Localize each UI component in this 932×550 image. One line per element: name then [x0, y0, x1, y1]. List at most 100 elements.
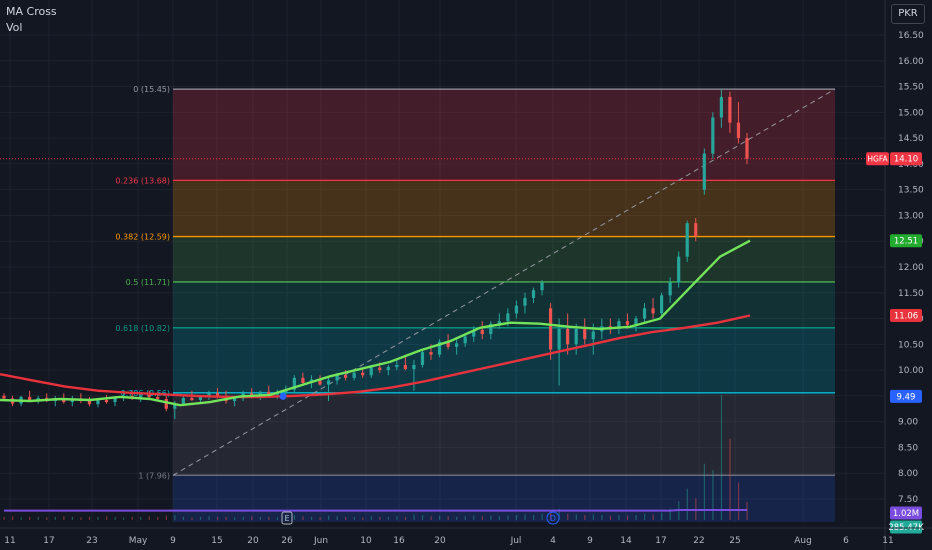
volume-bar: [310, 516, 313, 520]
candle-body: [198, 396, 203, 401]
volume-bar: [618, 515, 620, 520]
ma-slow-line: [0, 314, 751, 399]
volume-bar: [37, 516, 39, 520]
volume-bar: [259, 516, 261, 520]
x-tick-label: May: [129, 536, 148, 546]
event-label: D: [550, 514, 556, 523]
candle-body: [566, 328, 570, 345]
volume-bar: [114, 516, 116, 520]
candle-body: [472, 329, 476, 337]
volume-bar: [686, 488, 688, 520]
volume-bar: [97, 516, 99, 520]
fib-label: 0 (15.45): [133, 85, 170, 94]
volume-bar: [515, 515, 518, 520]
y-tick-label: 9.00: [898, 418, 918, 428]
y-tick-label: 10.00: [898, 366, 924, 376]
candle-body: [190, 397, 194, 401]
candle-body: [412, 364, 416, 370]
volume-bar: [80, 517, 82, 520]
candle-body: [437, 341, 442, 355]
volume-bar: [174, 515, 176, 520]
candle-body: [634, 318, 638, 325]
candle-body: [489, 323, 493, 335]
legend-volume[interactable]: Vol: [6, 21, 23, 34]
candle-body: [403, 364, 407, 370]
volume-bar: [584, 515, 586, 520]
candle-body: [378, 367, 382, 371]
candle-body: [506, 313, 510, 322]
volume-bar: [456, 516, 458, 520]
candle-body: [591, 331, 595, 340]
volume-bar: [251, 516, 253, 520]
volume-bar: [669, 508, 671, 520]
fib-zone: [173, 180, 835, 237]
volume-ma-line: [4, 509, 747, 512]
x-tick-label: Jun: [313, 536, 328, 546]
currency-button[interactable]: PKR: [891, 4, 925, 24]
symbol-tag-box: [866, 152, 889, 166]
volume-bar: [404, 516, 407, 520]
fib-zone: [173, 392, 835, 476]
candle-body: [711, 117, 715, 154]
volume-bar: [182, 516, 185, 520]
x-tick-label: 11: [4, 536, 15, 546]
y-tick-label: 10.50: [898, 340, 924, 350]
volume-bar: [71, 516, 74, 520]
y-tick-label: 12.00: [898, 263, 924, 273]
x-tick-label: 11: [882, 536, 893, 546]
legend-study[interactable]: MA Cross: [6, 5, 57, 18]
x-tick-label: 6: [843, 536, 849, 546]
price-label-box: [890, 234, 922, 248]
candle-body: [531, 290, 536, 298]
candle-body: [318, 379, 322, 385]
x-tick-label: Jul: [510, 536, 522, 546]
symbol-tag: HGFA: [867, 155, 888, 164]
x-tick-label: 17: [655, 536, 666, 546]
candle-body: [113, 397, 117, 403]
candle-body: [104, 400, 109, 403]
fib-label: 0.236 (13.68): [115, 176, 170, 185]
candle-body: [677, 256, 681, 283]
volume-bar: [746, 501, 748, 520]
volume-bar: [703, 463, 705, 520]
candle-body: [352, 372, 356, 378]
candle-body: [480, 329, 484, 335]
volume-bar: [157, 516, 159, 520]
event-label: E: [284, 514, 289, 523]
volume-bar: [737, 482, 740, 520]
volume-bar: [430, 516, 432, 520]
ma-cross-marker: [279, 392, 287, 400]
volume-bar: [439, 515, 441, 520]
volume-bar: [46, 517, 48, 520]
candle-body: [702, 153, 706, 190]
candle-body: [386, 367, 390, 371]
fib-label: 0.5 (11.71): [126, 278, 170, 287]
x-tick-label: 17: [43, 536, 54, 546]
volume-bar: [88, 516, 91, 520]
x-tick-label: 26: [281, 536, 293, 546]
candle-body: [429, 352, 433, 355]
volume-bar: [123, 517, 125, 520]
volume-bar: [319, 516, 321, 520]
x-tick-label: 20: [434, 536, 446, 546]
x-tick-label: Aug: [794, 536, 812, 546]
price-label-box: [890, 520, 922, 534]
fib-label: 1 (7.96): [138, 471, 170, 480]
volume-bar: [524, 514, 526, 520]
volume-bar: [276, 517, 278, 520]
y-tick-label: 13.00: [898, 211, 924, 221]
candle-body: [173, 403, 177, 409]
candle-body: [728, 96, 732, 123]
volume-bar: [217, 516, 219, 520]
volume-bar: [242, 516, 244, 520]
candle-body: [139, 394, 143, 399]
price-label-box: [890, 506, 922, 520]
candle-body: [548, 308, 553, 350]
volume-bar: [328, 515, 330, 520]
volume-bar: [498, 516, 501, 520]
candle-body: [540, 282, 544, 291]
volume-bar: [601, 515, 603, 520]
dividend-event: [546, 511, 560, 525]
candle-body: [497, 321, 501, 324]
